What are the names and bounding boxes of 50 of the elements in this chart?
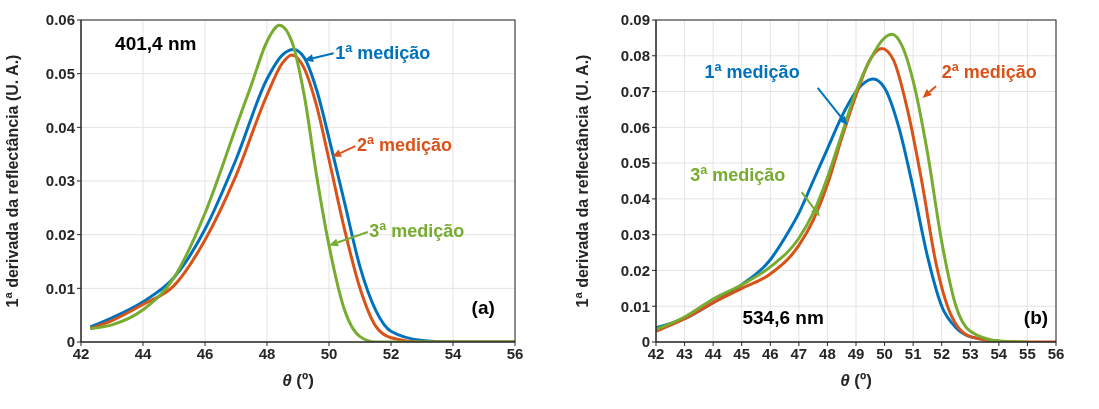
x-tick-label: 47 — [790, 344, 808, 362]
y-tick-label: 0.07 — [620, 82, 650, 100]
x-tick-label: 51 — [904, 344, 922, 362]
x-tick-label: 50 — [320, 344, 338, 362]
text: 2$^{a}$ medição — [941, 60, 1037, 83]
y-tick-label: 0.06 — [620, 118, 650, 136]
y-tick-label: 0.01 — [620, 297, 650, 315]
x-tick-label: 56 — [506, 344, 524, 362]
legend-label: 1$^{a}$ medição — [335, 41, 431, 64]
x-axis-title: θ (º) — [840, 371, 872, 390]
x-tick-label: 55 — [1019, 344, 1036, 362]
x-axis-title: θ (º) — [282, 371, 314, 390]
x-tick-label: 44 — [704, 344, 723, 362]
x-tick-label: 49 — [847, 344, 865, 362]
y-tick-label: 0.08 — [620, 47, 650, 65]
x-tick-label: 54 — [444, 344, 462, 362]
y-tick-label: 0.05 — [620, 154, 650, 172]
y-tick-label: 0 — [641, 333, 650, 351]
x-tick-label: 48 — [819, 344, 836, 362]
x-tick-label: 46 — [761, 344, 779, 362]
x-tick-label: 44 — [134, 344, 152, 362]
x-tick-label: 56 — [1047, 344, 1065, 362]
y-tick-label: 0.02 — [45, 225, 75, 243]
y-tick-label: 0.05 — [45, 64, 75, 82]
y-tick-label: 0.04 — [620, 190, 651, 208]
annotation: (a) — [471, 297, 495, 319]
y-tick-label: 0.04 — [45, 118, 76, 136]
x-tick-label: 54 — [990, 344, 1008, 362]
x-tick-label: 43 — [676, 344, 693, 362]
x-tick-label: 52 — [382, 344, 400, 362]
text: 3$^{a}$ medição — [690, 163, 786, 185]
annotation: (b) — [1023, 307, 1049, 329]
y-tick-label: 0.02 — [620, 261, 650, 279]
x-tick-label: 46 — [196, 344, 214, 362]
legend-label: 2$^{a}$ medição — [356, 133, 452, 156]
y-tick-label: 0.01 — [45, 279, 75, 297]
legend-label: 3$^{a}$ medição — [369, 218, 465, 241]
y-tick-label: 0.09 — [620, 11, 650, 29]
y-tick-label: 0.06 — [45, 11, 75, 29]
x-tick-label: 45 — [733, 344, 751, 362]
y-tick-label: 0.03 — [620, 225, 650, 243]
x-tick-label: 48 — [258, 344, 276, 362]
text: 1$^{a}$ medição — [704, 60, 800, 83]
x-tick-label: 50 — [876, 344, 893, 362]
annotation: 401,4 nm — [115, 32, 197, 54]
y-tick-label: 0.03 — [45, 172, 75, 190]
x-tick-label: 53 — [961, 344, 979, 362]
annotation: 534,6 nm — [742, 307, 824, 329]
y-tick-label: 0 — [66, 333, 75, 351]
x-tick-label: 52 — [933, 344, 951, 362]
